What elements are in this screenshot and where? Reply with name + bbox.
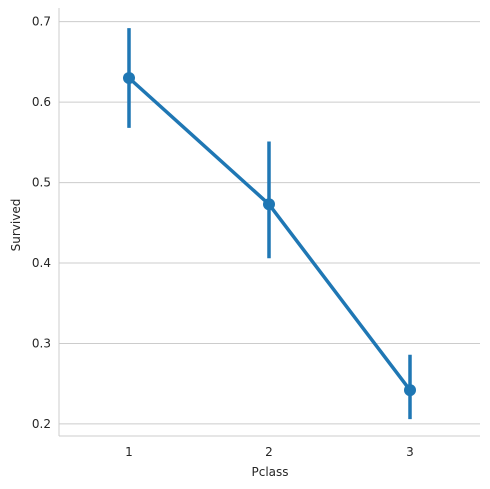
axes — [58, 8, 480, 437]
data-series — [123, 28, 416, 420]
y-tick-label-1: 0.3 — [32, 336, 51, 350]
x-tick-label-0: 1 — [125, 445, 133, 459]
y-tick-label-2: 0.4 — [32, 256, 51, 270]
x-axis-label: Pclass — [251, 465, 288, 479]
data-point-0 — [123, 71, 135, 84]
y-tick-label-3: 0.5 — [32, 176, 51, 190]
x-tick-label-1: 2 — [265, 445, 273, 459]
y-tick-label-4: 0.6 — [32, 95, 51, 109]
y-tick-label-0: 0.2 — [32, 417, 51, 431]
x-tick-label-2: 3 — [406, 445, 414, 459]
y-axis-label: Survived — [9, 199, 23, 252]
tick-labels: 0.2 0.3 0.4 0.5 0.6 0.7 1 2 3 — [32, 15, 414, 459]
y-tick-label-5: 0.7 — [32, 15, 51, 29]
data-point-1 — [263, 198, 275, 211]
data-point-2 — [404, 384, 416, 397]
